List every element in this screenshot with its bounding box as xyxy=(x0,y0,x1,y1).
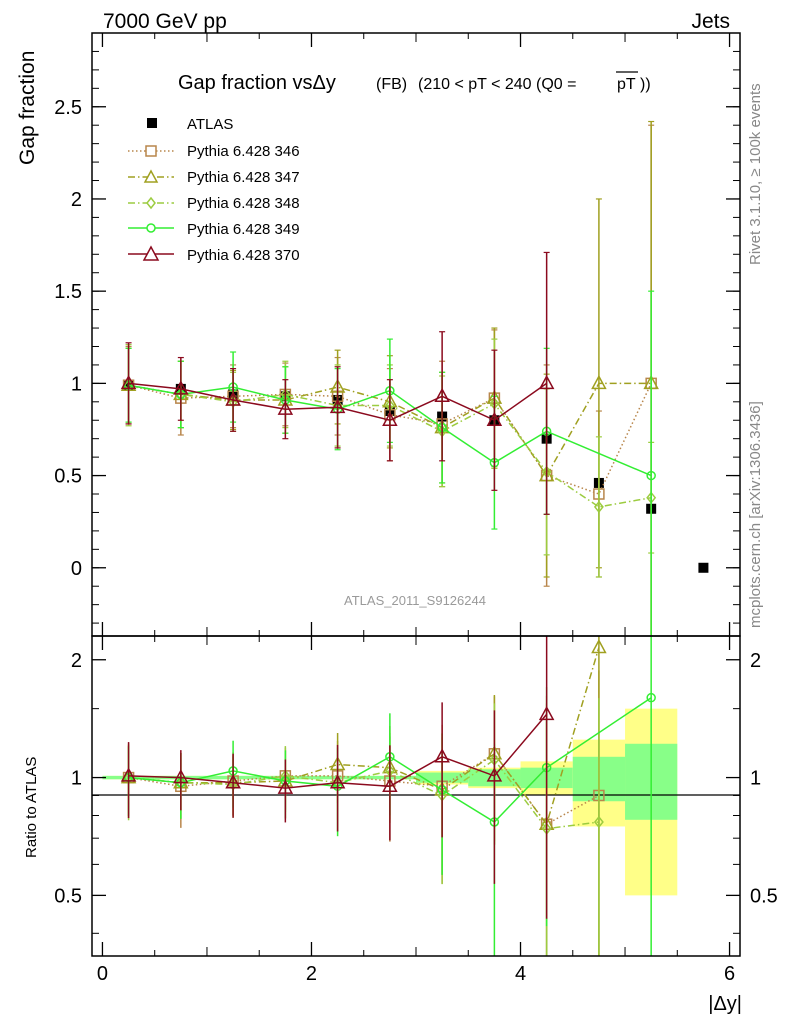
y-tick-label: 0 xyxy=(71,558,82,580)
x-tick-label: 2 xyxy=(306,963,317,985)
ratio-point xyxy=(486,767,503,782)
title-close: )) xyxy=(640,76,651,93)
ratio-line xyxy=(128,647,600,826)
ratio-point xyxy=(434,748,450,763)
ratio-point xyxy=(538,705,555,721)
y-tick-label: 0.5 xyxy=(54,885,82,907)
rivet-label: Rivet 3.1.10, ≥ 100k events xyxy=(747,83,764,265)
plot-title: Gap fraction vsΔy (FB) (210 < pT < 240 (… xyxy=(178,71,651,94)
x-tick-label: 0 xyxy=(97,963,108,985)
ratio-point xyxy=(591,638,607,654)
axis-ticks: 0 0.5 1 1.5 2 2.5 0.5 0.5 1 1 2 2 0 2 4 6 xyxy=(54,33,778,985)
x-axis-label: |Δy| xyxy=(708,993,742,1015)
y-tick-label: 0.5 xyxy=(54,466,82,488)
y-tick-label: 2 xyxy=(71,189,82,211)
legend-346-marker xyxy=(145,145,157,157)
title-main: Gap fraction vsΔy xyxy=(178,72,336,94)
data-point xyxy=(434,387,450,403)
ratio-series-4 xyxy=(120,636,555,919)
header-process: Jets xyxy=(691,10,730,33)
series-line xyxy=(128,384,652,477)
legend-348-marker xyxy=(146,196,156,210)
data-point xyxy=(593,500,604,514)
ratio-point xyxy=(173,768,189,784)
data-point xyxy=(120,374,137,390)
legend-370-marker xyxy=(142,245,160,261)
data-point xyxy=(329,398,346,414)
top-ylabel: Gap fraction xyxy=(16,51,39,165)
ratio-point xyxy=(593,815,604,829)
ratio-point xyxy=(646,692,656,703)
data-point xyxy=(173,380,189,395)
ratio-point xyxy=(120,767,137,782)
ratio-series-0 xyxy=(122,670,605,956)
legend-atlas: ATLAS xyxy=(187,116,233,133)
ratio-point xyxy=(382,777,398,793)
ratio-point xyxy=(329,774,346,789)
x-tick-label: 4 xyxy=(515,963,526,985)
ratio-point xyxy=(225,774,241,789)
y-tick-label: 2.5 xyxy=(54,97,82,119)
ratio-point xyxy=(277,779,294,794)
title-cut: (210 < pT < 240 (Q0 = xyxy=(418,76,576,93)
ratio-line xyxy=(128,752,600,826)
legend-347-marker xyxy=(143,169,159,183)
header-energy: 7000 GeV pp xyxy=(103,10,227,33)
title-fb: (FB) xyxy=(376,76,407,93)
legend-349: Pythia 6.428 349 xyxy=(187,221,300,238)
title-q0: pT xyxy=(617,76,636,93)
data-point xyxy=(382,411,398,426)
mcplots-label: mcplots.cern.ch [arXiv:1306.3436] xyxy=(747,401,764,628)
y-tick-label-right: 0.5 xyxy=(750,885,778,907)
y-tick-label: 2 xyxy=(71,650,82,672)
data-point xyxy=(591,374,607,390)
bottom-ylabel: Ratio to ATLAS xyxy=(23,757,40,858)
data-point xyxy=(538,374,555,390)
legend-349-marker xyxy=(146,223,156,233)
ratio-line xyxy=(128,697,652,823)
analysis-watermark: ATLAS_2011_S9126244 xyxy=(344,593,486,608)
x-tick-label: 6 xyxy=(724,963,735,985)
legend: ATLAS Pythia 6.428 346 Pythia 6.428 347 … xyxy=(128,116,300,264)
y-tick-label: 1 xyxy=(71,373,82,395)
data-point xyxy=(277,400,294,415)
ratio-series-2 xyxy=(123,698,604,956)
top-plot-marks xyxy=(120,120,709,636)
legend-346: Pythia 6.428 346 xyxy=(187,143,300,160)
data-point xyxy=(225,391,241,406)
ratio-plot-marks xyxy=(120,636,656,956)
legend-370: Pythia 6.428 370 xyxy=(187,247,300,264)
y-tick-label: 1.5 xyxy=(54,281,82,303)
y-tick-label-right: 1 xyxy=(750,768,761,790)
ratio-line xyxy=(128,758,599,830)
y-tick-label-right: 2 xyxy=(750,650,761,672)
legend-348: Pythia 6.428 348 xyxy=(187,195,300,212)
data-point xyxy=(698,562,709,573)
data-point xyxy=(486,411,503,426)
legend-347: Pythia 6.428 347 xyxy=(187,169,300,186)
series-5 xyxy=(120,251,555,515)
legend-atlas-marker xyxy=(147,118,157,128)
data-point xyxy=(646,470,656,481)
y-tick-label: 1 xyxy=(71,768,82,790)
